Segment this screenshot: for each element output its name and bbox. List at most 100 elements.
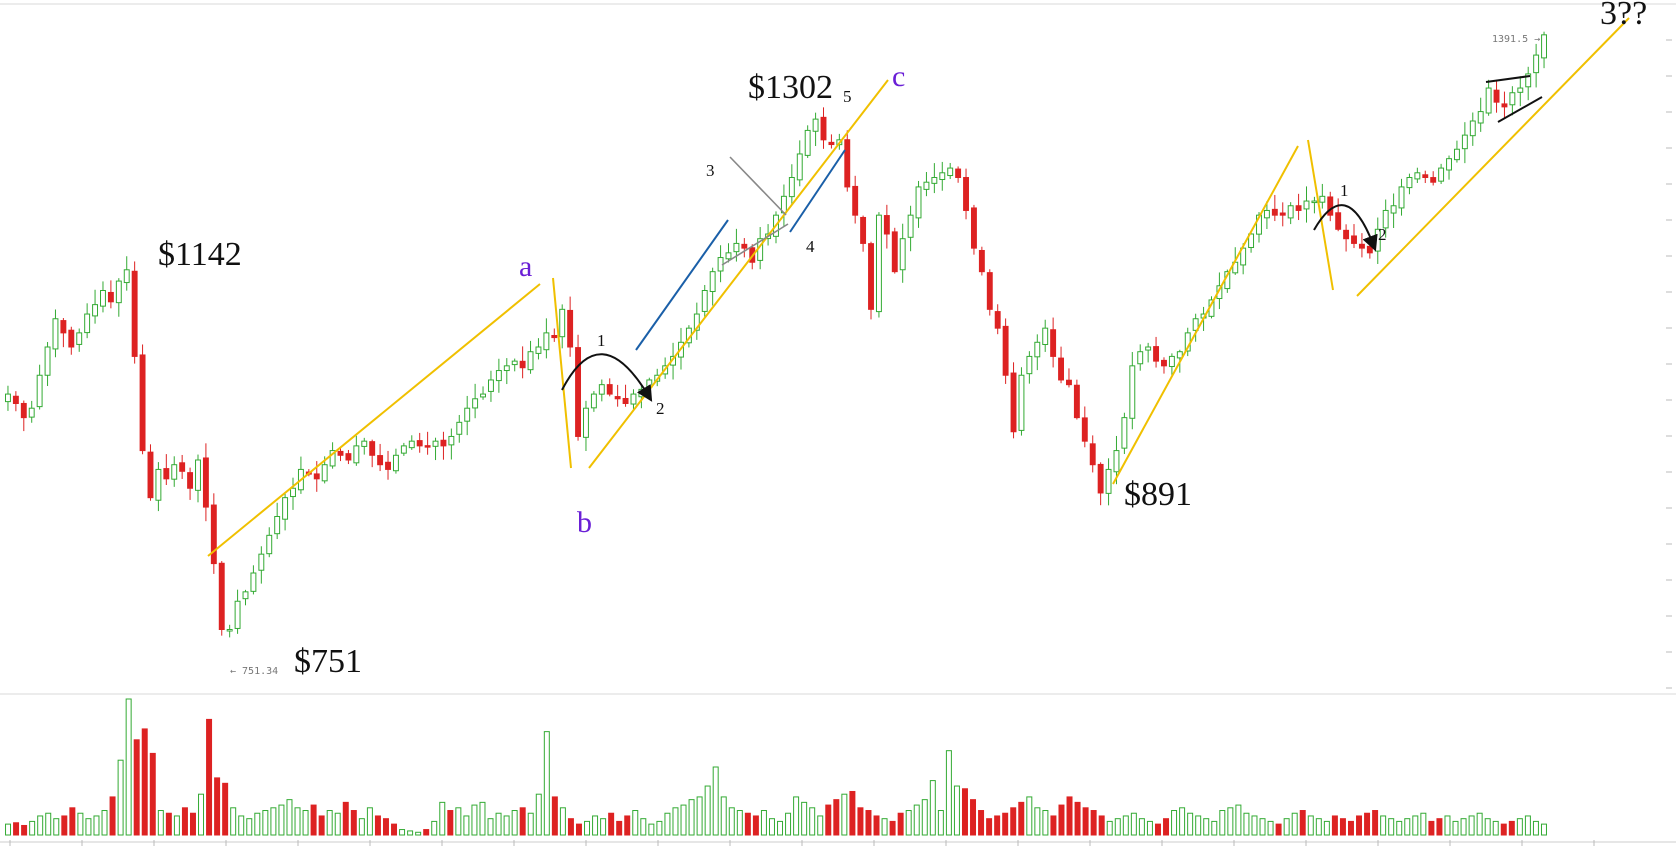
- volume-bar: [1082, 807, 1089, 836]
- volume-bar: [37, 815, 44, 836]
- volume-bar: [592, 815, 599, 836]
- volume-bar: [1163, 818, 1170, 836]
- volume-bar: [21, 824, 28, 836]
- volume-bar: [744, 812, 751, 836]
- candlestick-series: [5, 31, 1547, 638]
- candle-up: [1517, 87, 1524, 93]
- candle-up: [290, 487, 296, 498]
- candle-up: [701, 290, 708, 312]
- volume-bar: [527, 812, 534, 836]
- volume-bar: [447, 810, 454, 836]
- volume-bar: [77, 812, 84, 836]
- volume-bar: [680, 804, 687, 836]
- volume-bar: [664, 812, 671, 836]
- candle-up: [1018, 374, 1025, 431]
- candle-up: [115, 280, 122, 304]
- wedge-lower: [1497, 96, 1543, 123]
- candle-up: [543, 332, 550, 351]
- candle-up: [875, 214, 882, 313]
- candle-down: [60, 320, 67, 334]
- label-1142: $1142: [158, 236, 242, 273]
- candle-down: [179, 462, 186, 472]
- candle-up: [788, 177, 795, 198]
- candle-down: [1073, 384, 1080, 419]
- volume-bar: [584, 820, 591, 836]
- candle-down: [1279, 212, 1286, 216]
- trendlines: [207, 17, 1630, 557]
- volume-bar: [849, 790, 856, 836]
- volume-bar: [254, 812, 261, 836]
- candle-down: [828, 141, 835, 146]
- volume-bar: [551, 796, 558, 836]
- candle-up: [266, 534, 273, 555]
- candle-up: [812, 118, 819, 132]
- curved-arrow-right: [1313, 204, 1378, 252]
- volume-bar: [374, 815, 381, 836]
- channel-lines: [635, 149, 846, 351]
- volume-bar: [415, 831, 422, 836]
- volume-bar: [214, 777, 221, 836]
- volume-bar: [61, 815, 68, 836]
- volume-bar: [455, 807, 462, 836]
- candle-up: [947, 167, 954, 177]
- candle-down: [963, 177, 969, 211]
- candle-down: [1430, 177, 1437, 183]
- candle-down: [852, 185, 859, 216]
- volume-bar: [672, 807, 679, 836]
- volume-bar: [945, 750, 952, 836]
- volume-bar: [728, 807, 735, 836]
- candle-up: [258, 553, 265, 571]
- candle-up: [44, 346, 51, 376]
- volume-bar: [206, 718, 213, 836]
- candle-up: [329, 450, 336, 467]
- price-axis-ticks: [1666, 39, 1672, 689]
- candle-down: [575, 347, 582, 437]
- volume-bar: [1074, 801, 1081, 836]
- candle-down: [741, 243, 748, 249]
- volume-bar: [953, 785, 960, 836]
- candle-up: [503, 365, 510, 372]
- wave-label-a: a: [519, 250, 532, 283]
- wedge-upper: [1485, 75, 1531, 83]
- candle-down: [385, 461, 391, 470]
- candle-up: [923, 181, 930, 190]
- volume-bar: [1034, 807, 1041, 836]
- candle-down: [519, 360, 526, 369]
- tag-last: 1391.5 →: [1492, 34, 1540, 45]
- candle-up: [52, 318, 59, 350]
- volume-bar: [857, 807, 864, 836]
- volume-bar: [326, 810, 333, 836]
- volume-bar: [157, 810, 164, 836]
- volume-bar: [616, 820, 623, 836]
- volume-bar: [399, 829, 406, 836]
- volume-bar: [431, 820, 438, 836]
- volume-bar: [600, 818, 607, 836]
- candle-up: [100, 290, 106, 307]
- candle-down: [955, 168, 962, 178]
- candle-down: [551, 335, 558, 339]
- candle-down: [369, 441, 376, 456]
- volume-bar: [961, 788, 968, 836]
- volume-bar: [246, 818, 253, 836]
- volume-bar: [1138, 818, 1145, 836]
- candle-down: [883, 215, 890, 235]
- volume-bar: [624, 815, 631, 836]
- trendline-c: [588, 79, 889, 469]
- candle-up: [1311, 200, 1318, 204]
- candle-down: [994, 311, 1001, 329]
- volume-bar: [559, 807, 566, 836]
- volume-bar: [881, 818, 888, 836]
- candle-up: [28, 407, 35, 418]
- volume-bar: [1187, 812, 1194, 836]
- volume-bar: [889, 820, 896, 836]
- volume-bar: [825, 804, 832, 836]
- candle-up: [638, 388, 645, 398]
- volume-bar: [704, 785, 711, 836]
- volume-bar: [913, 804, 920, 836]
- volume-bar: [1532, 820, 1539, 836]
- volume-bar: [53, 818, 60, 836]
- volume-bar: [1388, 818, 1395, 836]
- candle-up: [535, 346, 542, 354]
- candle-up: [590, 393, 597, 409]
- volume-bar: [905, 810, 912, 836]
